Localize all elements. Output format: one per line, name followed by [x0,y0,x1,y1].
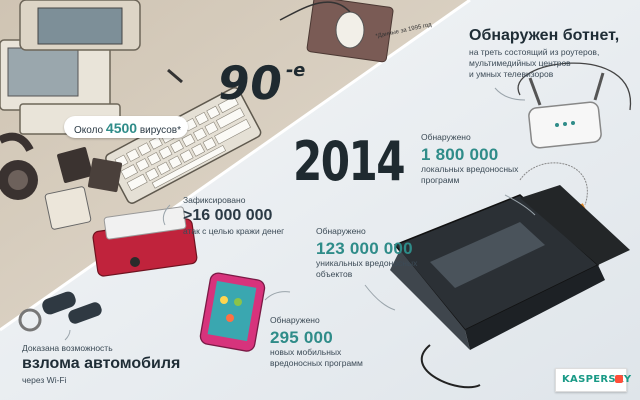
connector-lines [64,87,536,341]
telephone-illustration [0,132,38,200]
virus-count-badge [64,116,188,138]
local-malware-line1: локальных вредоносных [421,164,519,174]
unique-malware-value: 123 000 000 [316,239,413,258]
botnet-headline: Обнаружен ботнет, [469,27,620,44]
floppy-disks-illustration [44,147,123,230]
theft-attacks-label: Зафиксировано [183,195,246,205]
virus-count-value: 4500 [105,120,138,136]
theft-attacks-value: >16 000 000 [183,207,273,224]
year-2014-title: 2014 [293,130,406,193]
mousepad-illustration [279,0,394,63]
unique-malware-line1: уникальных вредоносных [316,258,418,268]
kaspersky-logo: KASPERSKY [555,368,631,392]
car-hack-label: Доказана возможность [22,343,113,353]
botnet-line1: на треть состоящий из роутеров, [469,47,600,57]
car-hack-line1: через Wi-Fi [22,375,67,385]
laptop-illustration [390,185,630,389]
retro-computer-illustration [0,0,141,135]
botnet-line2: мультимедийных центров [469,58,571,68]
smartphone-illustration [199,272,266,352]
wallet-illustration [92,206,198,277]
theft-attacks-line1: атак с целью кражи денег [183,226,285,236]
local-malware-label: Обнаружено [421,132,471,142]
botnet-line3: и умных телевизоров [469,69,554,79]
local-malware-line2: программ [421,175,460,185]
unique-malware-label: Обнаружено [316,226,366,236]
keyboard-illustration [105,86,262,204]
router-illustration [517,62,631,149]
mobile-malware-label: Обнаружено [270,315,320,325]
era-90s-title: 90-е [214,56,307,110]
logo-lab-mark [615,375,623,383]
mobile-malware-line1: новых мобильных [270,347,342,357]
mobile-malware-line2: вредоносных программ [270,358,363,368]
virus-count-label: Около 4500 вирусов* [74,120,181,136]
car-hack-headline: взлома автомобиля [22,355,181,372]
local-malware-value: 1 800 000 [421,145,499,164]
car-key-illustration [18,291,102,332]
unique-malware-line2: объектов [316,269,353,279]
mobile-malware-value: 295 000 [270,328,333,347]
